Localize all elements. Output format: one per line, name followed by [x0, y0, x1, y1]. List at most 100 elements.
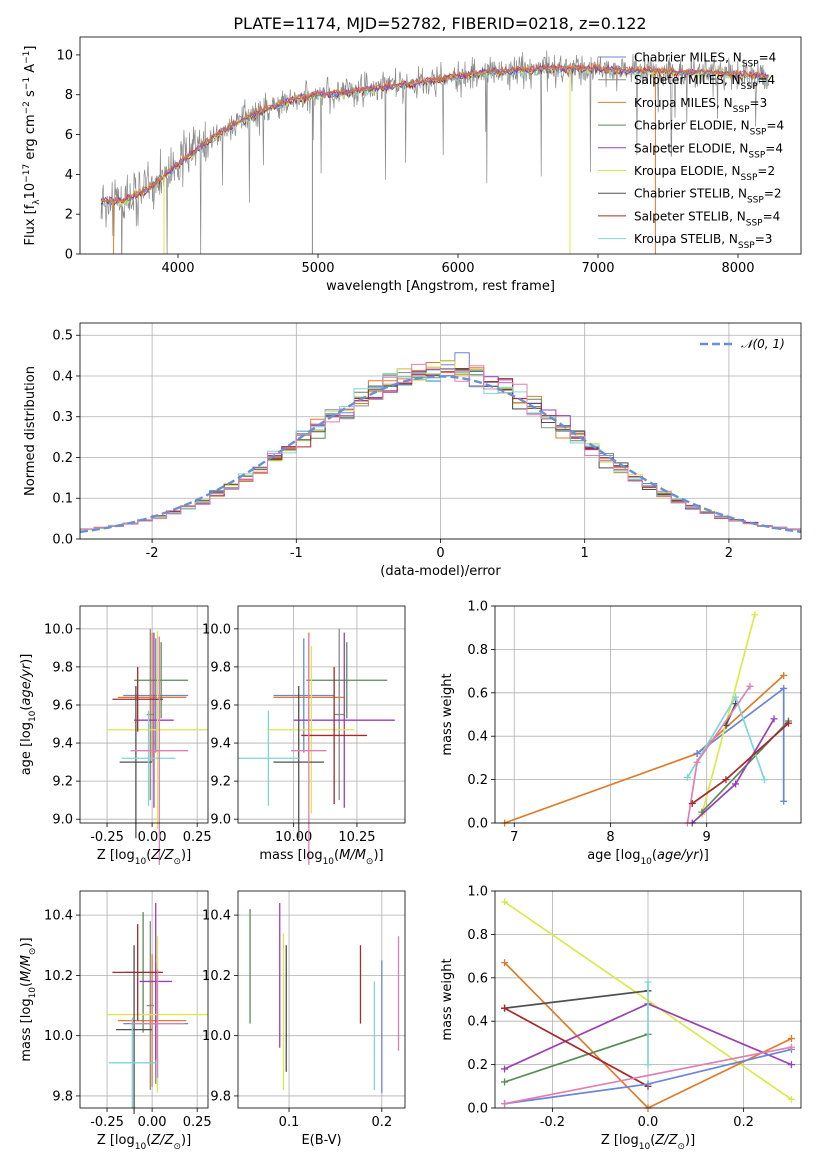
x-axis-label: wavelength [Angstrom, rest frame]: [326, 279, 555, 294]
weight-marker: [644, 978, 652, 986]
y-tick-label: 0.3: [52, 410, 73, 425]
errorbar-point: [273, 638, 335, 753]
errorbar-point: [112, 924, 163, 1021]
y-tick-label: 0.0: [467, 817, 488, 832]
weight-line: [686, 695, 766, 780]
y-tick-label: 9.8: [52, 660, 73, 675]
weight-line: [504, 1046, 792, 1105]
errorbar-point: [123, 638, 189, 753]
weight-marker: [501, 898, 509, 906]
errorbar-point: [130, 969, 185, 1078]
y-tick-label: 9.6: [210, 698, 231, 713]
x-axis-label: Z [log10(Z/Z⊙)]: [97, 1133, 191, 1152]
x-axis-label: age [log10(age/yr)]: [587, 848, 709, 867]
model-spectrum-line: [100, 61, 769, 204]
x-tick-label: 0.00: [138, 1115, 167, 1130]
errorbar-point: [301, 666, 368, 804]
y-tick-label: 9.8: [210, 1089, 231, 1104]
errorbar-point: [117, 954, 187, 1087]
weight-marker: [787, 1043, 795, 1051]
errorbar-point: [293, 632, 395, 808]
errorbar-point: [146, 628, 154, 801]
massweight-vs-age-plot: 7 8 9 0.0 0.2 0.4 0.6 0.8 1.0 age [log10(age/yr)]…: [440, 600, 802, 867]
massweight-vs-metallicity-plot: -0.2 0.0 0.2 0.0 0.2 0.4 0.6 0.8 1.0 Z [log10(Z/Z…: [440, 885, 802, 1152]
x-tick-label: 4000: [161, 261, 194, 276]
axes-frame: [79, 322, 802, 540]
y-tick-label: 4: [65, 168, 73, 183]
weight-marker: [501, 1078, 509, 1086]
y-axis-label: mass weight: [440, 673, 455, 755]
x-tick-label: 0.00: [138, 830, 167, 845]
weight-series: [501, 1043, 795, 1108]
age-vs-metallicity-plot: -0.25 0.00 0.25 9.0 9.2 9.4 9.6 9.8 10.0 Z [log10…: [19, 605, 212, 867]
errorbar-point: [107, 630, 208, 829]
x-tick-label: 5000: [301, 261, 334, 276]
axes-frame: [237, 890, 406, 1109]
x-axis-label: (data-model)/error: [380, 564, 501, 579]
plot-area: [80, 352, 801, 534]
weight-marker: [787, 1035, 795, 1043]
histogram-step-line: [80, 363, 801, 532]
errorbar-point: [334, 628, 345, 801]
weight-marker: [722, 776, 730, 784]
y-tick-label: 0.6: [467, 686, 488, 701]
y-tick-label: 9.6: [52, 698, 73, 713]
y-tick-label: 10.0: [44, 622, 73, 637]
plot-area: [100, 50, 769, 254]
errorbar-point: [121, 710, 176, 806]
x-tick-label: 7: [510, 830, 518, 845]
y-tick-label: 1.0: [467, 600, 488, 615]
errorbar-point: [108, 1017, 156, 1108]
y-tick-label: 10.0: [202, 1029, 231, 1044]
y-tick-label: 0.5: [52, 329, 73, 344]
x-tick-label: -2: [146, 546, 159, 561]
weight-marker: [501, 959, 509, 967]
errorbar-point: [238, 710, 299, 806]
weight-marker: [780, 684, 788, 692]
x-tick-label: 0.0: [638, 1115, 659, 1130]
weight-series: [501, 987, 652, 1012]
x-tick-label: 6000: [441, 261, 474, 276]
y-tick-label: 9.4: [210, 737, 231, 752]
x-tick-label: 8: [606, 830, 614, 845]
y-axis-label: mass weight: [440, 958, 455, 1040]
y-tick-label: 10.0: [202, 622, 231, 637]
y-tick-label: 9.0: [52, 813, 73, 828]
errorbar-point: [146, 921, 154, 1090]
model-spectrum-line: [100, 64, 769, 206]
axes-frame: [79, 36, 802, 255]
weight-marker: [760, 776, 768, 784]
y-tick-label: 0.6: [467, 971, 488, 986]
weight-marker: [693, 758, 701, 766]
x-tick-label: -1: [290, 546, 303, 561]
y-tick-label: 9.2: [210, 775, 231, 790]
x-tick-label: 10.25: [338, 830, 375, 845]
x-tick-label: 0.1: [279, 1115, 300, 1130]
errorbar-point: [130, 636, 189, 865]
axes-frame: [79, 890, 209, 1109]
y-tick-label: 0.4: [52, 369, 73, 384]
y-tick-label: 0.1: [52, 492, 73, 507]
errorbar-point: [134, 642, 189, 719]
y-tick-label: 0.2: [52, 451, 73, 466]
weight-marker: [751, 611, 759, 619]
chart-title: PLATE=1174, MJD=52782, FIBERID=0218, z=0…: [233, 14, 646, 33]
axes-frame: [494, 890, 802, 1109]
mass-vs-ebv-plot: 0.1 0.2 9.8 10.0 10.2 10.4 E(B-V): [202, 890, 406, 1148]
legend-label: Kroupa MILES, NSSP=3: [634, 96, 767, 115]
weight-marker: [787, 1095, 795, 1103]
y-tick-label: 1.0: [467, 885, 488, 900]
weight-series: [688, 715, 778, 827]
y-axis-label: age [log10(age/yr)]: [19, 654, 38, 776]
y-tick-label: 0: [65, 248, 73, 263]
weight-marker: [732, 693, 740, 701]
x-tick-label: 0.25: [183, 830, 212, 845]
y-tick-label: 10.0: [44, 1029, 73, 1044]
x-tick-label: 0.25: [183, 1115, 212, 1130]
x-tick-label: -0.2: [540, 1115, 565, 1130]
x-axis-label: Z [log10(Z/Z⊙)]: [97, 848, 191, 867]
x-tick-label: 0.2: [733, 1115, 754, 1130]
weight-series: [688, 719, 792, 807]
mass-vs-metallicity-plot: -0.25 0.00 0.25 9.8 10.0 10.2 10.4 Z [log10(Z/Z…: [19, 890, 212, 1152]
